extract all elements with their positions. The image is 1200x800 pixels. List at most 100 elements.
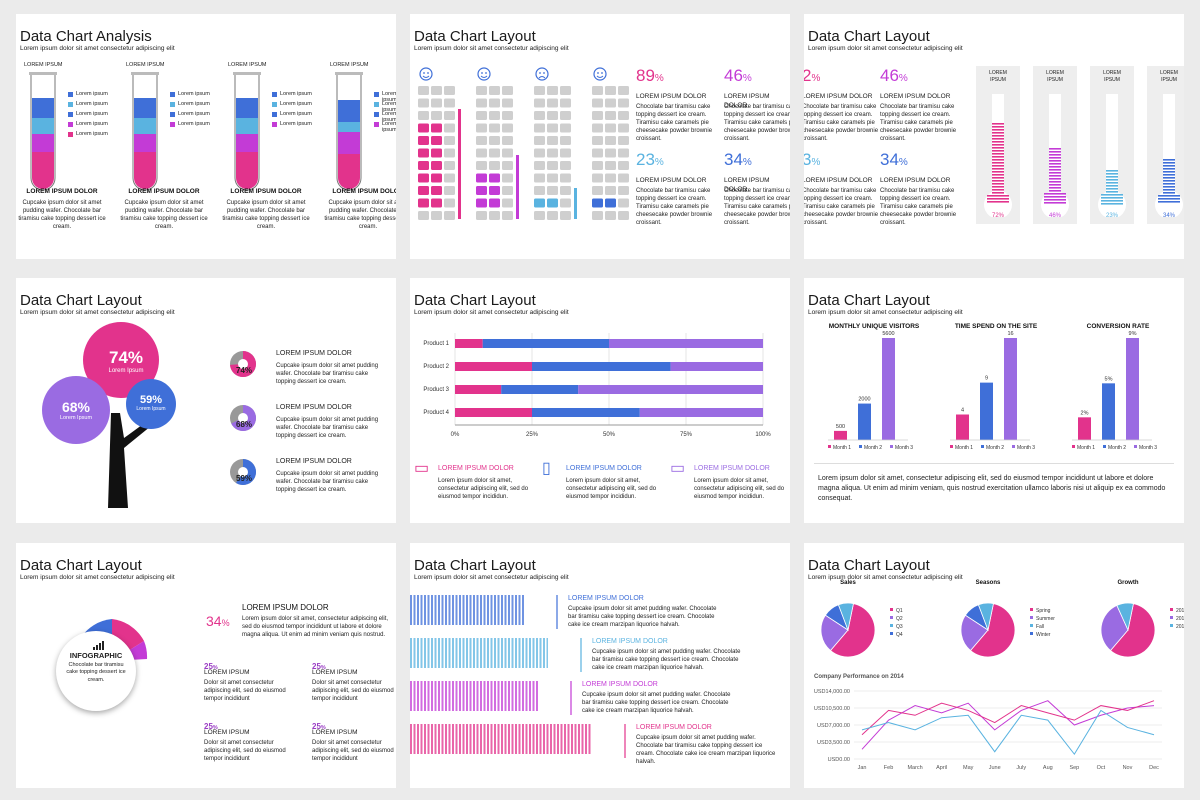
thermometer-fill-line <box>1049 166 1061 168</box>
thermometer-fill-line <box>1044 202 1066 204</box>
tube-label: LOREM IPSUM <box>126 62 165 68</box>
bar-segment <box>455 339 483 348</box>
grid-cell <box>431 198 442 208</box>
tube-segment <box>134 152 156 170</box>
stacked-bar-chart: Product 1 Product 2 Product 3 Product 4 0% 25… <box>423 333 771 438</box>
stat-value: 23% <box>636 150 664 170</box>
thermometer-fill-line <box>1049 169 1061 171</box>
legend-label: Month 2 <box>1108 445 1126 451</box>
thermometer <box>1041 94 1069 217</box>
stat-text: Chocolate bar tiramisu cake topping dess… <box>724 188 790 227</box>
bar-segment <box>482 339 609 348</box>
grid-cell <box>489 161 500 170</box>
slide-subtitle: Lorem ipsum dolor sit amet consectetur a… <box>808 45 963 52</box>
grid-cell <box>592 211 603 220</box>
bar-value-label: 9 <box>985 376 988 382</box>
stat-unit: % <box>742 73 752 84</box>
tube-segment <box>32 98 54 118</box>
grid-cell <box>502 186 513 195</box>
grid-cell <box>489 111 500 120</box>
face-eye <box>601 72 603 74</box>
slide-icon-grid[interactable]: Data Chart Layout Lorem ipsum dolor sit … <box>410 14 790 259</box>
stat-unit: % <box>654 73 664 84</box>
legend-label: Month 3 <box>1017 445 1035 451</box>
grid-cell <box>431 98 442 108</box>
slide-striped-bars[interactable]: Data Chart Layout Lorem ipsum dolor sit … <box>410 543 790 788</box>
grid-cell <box>618 173 629 183</box>
stat-heading: LOREM IPSUM DOLOR <box>724 93 770 109</box>
x-tick-label: 0% <box>451 432 460 438</box>
grid-cell <box>605 148 616 158</box>
slide-tree-circles[interactable]: Data Chart Layout Lorem ipsum dolor sit … <box>16 278 396 523</box>
circle-left-label: Lorem Ipsum <box>59 415 93 421</box>
slide-bar-charts[interactable]: Data Chart Layout Lorem ipsum dolor sit … <box>804 278 1184 523</box>
slide-data-chart-analysis[interactable]: Data Chart Analysis Lorem ipsum dolor si… <box>16 14 396 259</box>
bar-segment <box>455 362 532 371</box>
category-label: Product 2 <box>423 364 449 370</box>
stat-value: 2% <box>804 66 820 86</box>
legend-label: Q1 <box>896 608 903 614</box>
legend-swatch <box>68 102 73 107</box>
bar-segment <box>455 408 532 417</box>
grid-cell <box>618 98 629 108</box>
legend-label: Lorem ipsum <box>76 111 108 117</box>
grid-cell <box>431 173 442 183</box>
stat-number: 34 <box>724 150 743 169</box>
slide-thermometers[interactable]: Data Chart Layout Lorem ipsum dolor sit … <box>804 14 1184 259</box>
tube-rim <box>29 72 57 75</box>
legend-label: Month 1 <box>955 445 973 451</box>
legend-label: Lorem ipsum <box>76 91 108 97</box>
face-mouth <box>538 76 546 79</box>
tree-trunk <box>108 413 151 508</box>
slide-stacked-bar[interactable]: Data Chart Layout Lorem ipsum dolor sit … <box>410 278 790 523</box>
item-heading: LOREM IPSUM <box>312 669 358 676</box>
grid-cell <box>489 198 500 208</box>
bar <box>956 414 969 440</box>
slide-infographic[interactable]: Data Chart Layout Lorem ipsum dolor sit … <box>16 543 396 788</box>
infographic-center: INFOGRAPHIC Chocolate bar tiramisu cake … <box>56 631 136 711</box>
legend-label: Lorem ipsum <box>76 131 108 137</box>
legend-label: Lorem ipsum <box>382 111 396 123</box>
row-text: Cupcake ipsum dolor sit amet pudding waf… <box>592 649 741 672</box>
legend-label: Month 2 <box>986 445 1004 451</box>
stat-heading: LOREM IPSUM DOLOR <box>880 93 951 100</box>
circle-top-label: Lorem Ipsum <box>108 368 144 374</box>
thermometer <box>1155 94 1183 217</box>
x-tick-label: 75% <box>680 432 693 438</box>
grid-cell <box>502 86 513 95</box>
donut-chart <box>230 351 256 377</box>
donut-chart <box>230 405 256 431</box>
grid-cell <box>560 86 571 95</box>
grid-cell <box>418 136 429 145</box>
slide-pies-line[interactable]: Data Chart Layout Lorem ipsum dolor sit … <box>804 543 1184 788</box>
face-mouth <box>480 75 488 78</box>
thermometer-fill-line <box>1049 148 1061 150</box>
feature-text: Lorem ipsum dolor sit amet, consectetur … <box>694 478 785 501</box>
thermometer-fill-line <box>992 171 1004 173</box>
stat-text: Chocolate bar tiramisu cake topping dess… <box>880 188 957 227</box>
grid-cell <box>618 136 629 145</box>
grid-cell <box>418 186 429 195</box>
item-unit: % <box>320 665 326 671</box>
legend-swatch <box>68 92 73 97</box>
grid-cell <box>547 136 558 145</box>
grid-cell <box>534 211 545 220</box>
bar-value-label: 5% <box>1105 376 1113 382</box>
row-heading: LOREM IPSUM DOLOR <box>568 595 644 602</box>
thermometer-fill-line <box>1044 193 1066 195</box>
slide-subtitle: Lorem ipsum dolor sit amet consectetur a… <box>414 45 569 52</box>
face-eye <box>485 72 487 74</box>
circle-left <box>42 376 110 444</box>
thermometer-fill-line <box>992 135 1004 137</box>
big-stat-unit: % <box>221 618 230 628</box>
grid-cell <box>618 111 629 120</box>
tube-label: LOREM IPSUM <box>330 62 369 68</box>
bar-segment <box>578 385 763 394</box>
bar <box>1102 383 1115 440</box>
grid-cell <box>476 123 487 133</box>
tube-rim <box>131 72 159 75</box>
tube-text: Cupcake ipsum dolor sit amet pudding waf… <box>120 200 208 231</box>
grid-cell <box>489 148 500 158</box>
legend-swatch <box>1030 632 1033 635</box>
thermometer-fill-line <box>1106 173 1118 175</box>
